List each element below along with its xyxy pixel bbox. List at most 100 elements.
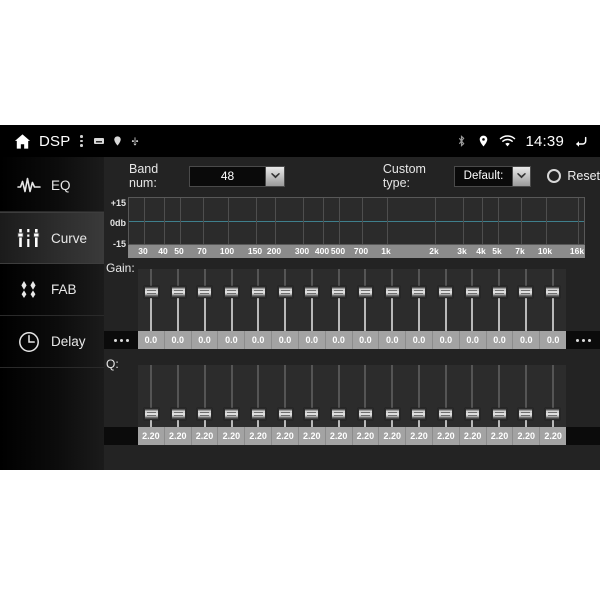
- slider-thumb[interactable]: [464, 408, 480, 420]
- value-cell[interactable]: 2.20: [379, 427, 407, 445]
- slider-thumb[interactable]: [518, 408, 534, 420]
- value-cell[interactable]: 0.0: [406, 331, 433, 349]
- slider-thumb[interactable]: [143, 408, 159, 420]
- slider[interactable]: [218, 365, 245, 427]
- chevron-down-icon[interactable]: [511, 166, 531, 186]
- slider[interactable]: [192, 269, 219, 331]
- value-cell[interactable]: 2.20: [513, 427, 541, 445]
- slider[interactable]: [432, 269, 459, 331]
- value-cell[interactable]: 2.20: [245, 427, 273, 445]
- slider-thumb[interactable]: [304, 286, 320, 298]
- slider[interactable]: [325, 365, 352, 427]
- slider-thumb[interactable]: [277, 286, 293, 298]
- value-cell[interactable]: 0.0: [460, 331, 487, 349]
- slider-thumb[interactable]: [331, 408, 347, 420]
- slider[interactable]: [406, 365, 433, 427]
- slider[interactable]: [352, 269, 379, 331]
- reset-button[interactable]: Reset: [547, 169, 600, 183]
- value-cell[interactable]: 0.0: [245, 331, 273, 349]
- slider[interactable]: [165, 269, 192, 331]
- value-cell[interactable]: 0.0: [299, 331, 326, 349]
- slider-thumb[interactable]: [545, 408, 561, 420]
- overflow-menu-icon[interactable]: [77, 135, 86, 147]
- slider[interactable]: [406, 269, 433, 331]
- slider-thumb[interactable]: [518, 286, 534, 298]
- slider[interactable]: [272, 365, 299, 427]
- slider-thumb[interactable]: [491, 408, 507, 420]
- slider-thumb[interactable]: [464, 286, 480, 298]
- slider[interactable]: [379, 269, 406, 331]
- slider[interactable]: [138, 269, 165, 331]
- back-arrow-icon[interactable]: [573, 133, 589, 149]
- value-cell[interactable]: 2.20: [218, 427, 246, 445]
- slider-thumb[interactable]: [224, 408, 240, 420]
- slider[interactable]: [245, 365, 272, 427]
- slider[interactable]: [218, 269, 245, 331]
- slider[interactable]: [459, 269, 486, 331]
- slider-thumb[interactable]: [438, 408, 454, 420]
- slider[interactable]: [539, 269, 566, 331]
- slider-thumb[interactable]: [143, 286, 159, 298]
- slider-thumb[interactable]: [331, 286, 347, 298]
- value-cell[interactable]: 0.0: [353, 331, 380, 349]
- more-dots-right-button[interactable]: [566, 331, 600, 349]
- slider[interactable]: [513, 269, 540, 331]
- value-cell[interactable]: 0.0: [513, 331, 541, 349]
- custom-type-select[interactable]: Default:: [454, 165, 532, 187]
- slider[interactable]: [513, 365, 540, 427]
- slider-thumb[interactable]: [384, 286, 400, 298]
- slider[interactable]: [325, 269, 352, 331]
- value-cell[interactable]: 2.20: [138, 427, 165, 445]
- slider[interactable]: [245, 269, 272, 331]
- slider-thumb[interactable]: [357, 286, 373, 298]
- radio-circle-icon[interactable]: [547, 169, 562, 183]
- value-cell[interactable]: 2.20: [353, 427, 380, 445]
- sidebar-item-fab[interactable]: FAB: [0, 264, 104, 316]
- more-dots-left-button[interactable]: [104, 331, 138, 349]
- sidebar-item-curve[interactable]: Curve: [0, 212, 104, 264]
- slider[interactable]: [459, 365, 486, 427]
- slider-thumb[interactable]: [357, 408, 373, 420]
- slider-thumb[interactable]: [170, 286, 186, 298]
- slider-thumb[interactable]: [197, 286, 213, 298]
- band-num-select[interactable]: 48: [188, 165, 285, 187]
- value-cell[interactable]: 2.20: [487, 427, 514, 445]
- slider[interactable]: [299, 365, 326, 427]
- slider-thumb[interactable]: [304, 408, 320, 420]
- value-cell[interactable]: 0.0: [218, 331, 246, 349]
- slider-thumb[interactable]: [224, 286, 240, 298]
- slider-thumb[interactable]: [491, 286, 507, 298]
- slider[interactable]: [539, 365, 566, 427]
- slider-thumb[interactable]: [277, 408, 293, 420]
- value-cell[interactable]: 2.20: [406, 427, 433, 445]
- slider[interactable]: [432, 365, 459, 427]
- value-cell[interactable]: 2.20: [544, 431, 562, 441]
- value-cell[interactable]: 0.0: [192, 331, 219, 349]
- slider-thumb[interactable]: [438, 286, 454, 298]
- slider[interactable]: [486, 365, 513, 427]
- slider-thumb[interactable]: [250, 286, 266, 298]
- slider[interactable]: [379, 365, 406, 427]
- sidebar-item-eq[interactable]: EQ: [0, 160, 104, 212]
- slider-thumb[interactable]: [197, 408, 213, 420]
- slider-thumb[interactable]: [411, 408, 427, 420]
- slider[interactable]: [272, 269, 299, 331]
- value-cell[interactable]: 0.0: [165, 331, 192, 349]
- eq-response-graph[interactable]: [128, 197, 585, 245]
- home-icon[interactable]: [13, 132, 32, 151]
- slider[interactable]: [486, 269, 513, 331]
- value-cell[interactable]: 2.20: [326, 427, 353, 445]
- slider-thumb[interactable]: [545, 286, 561, 298]
- value-cell[interactable]: 0.0: [379, 331, 407, 349]
- chevron-down-icon[interactable]: [265, 166, 284, 186]
- slider-thumb[interactable]: [411, 286, 427, 298]
- slider-thumb[interactable]: [170, 408, 186, 420]
- value-cell[interactable]: 0.0: [433, 331, 460, 349]
- value-cell[interactable]: 0.0: [546, 335, 560, 345]
- value-cell[interactable]: 2.20: [272, 427, 299, 445]
- value-cell[interactable]: 2.20: [192, 427, 219, 445]
- value-cell[interactable]: 0.0: [272, 331, 299, 349]
- slider[interactable]: [352, 365, 379, 427]
- slider[interactable]: [299, 269, 326, 331]
- slider-thumb[interactable]: [250, 408, 266, 420]
